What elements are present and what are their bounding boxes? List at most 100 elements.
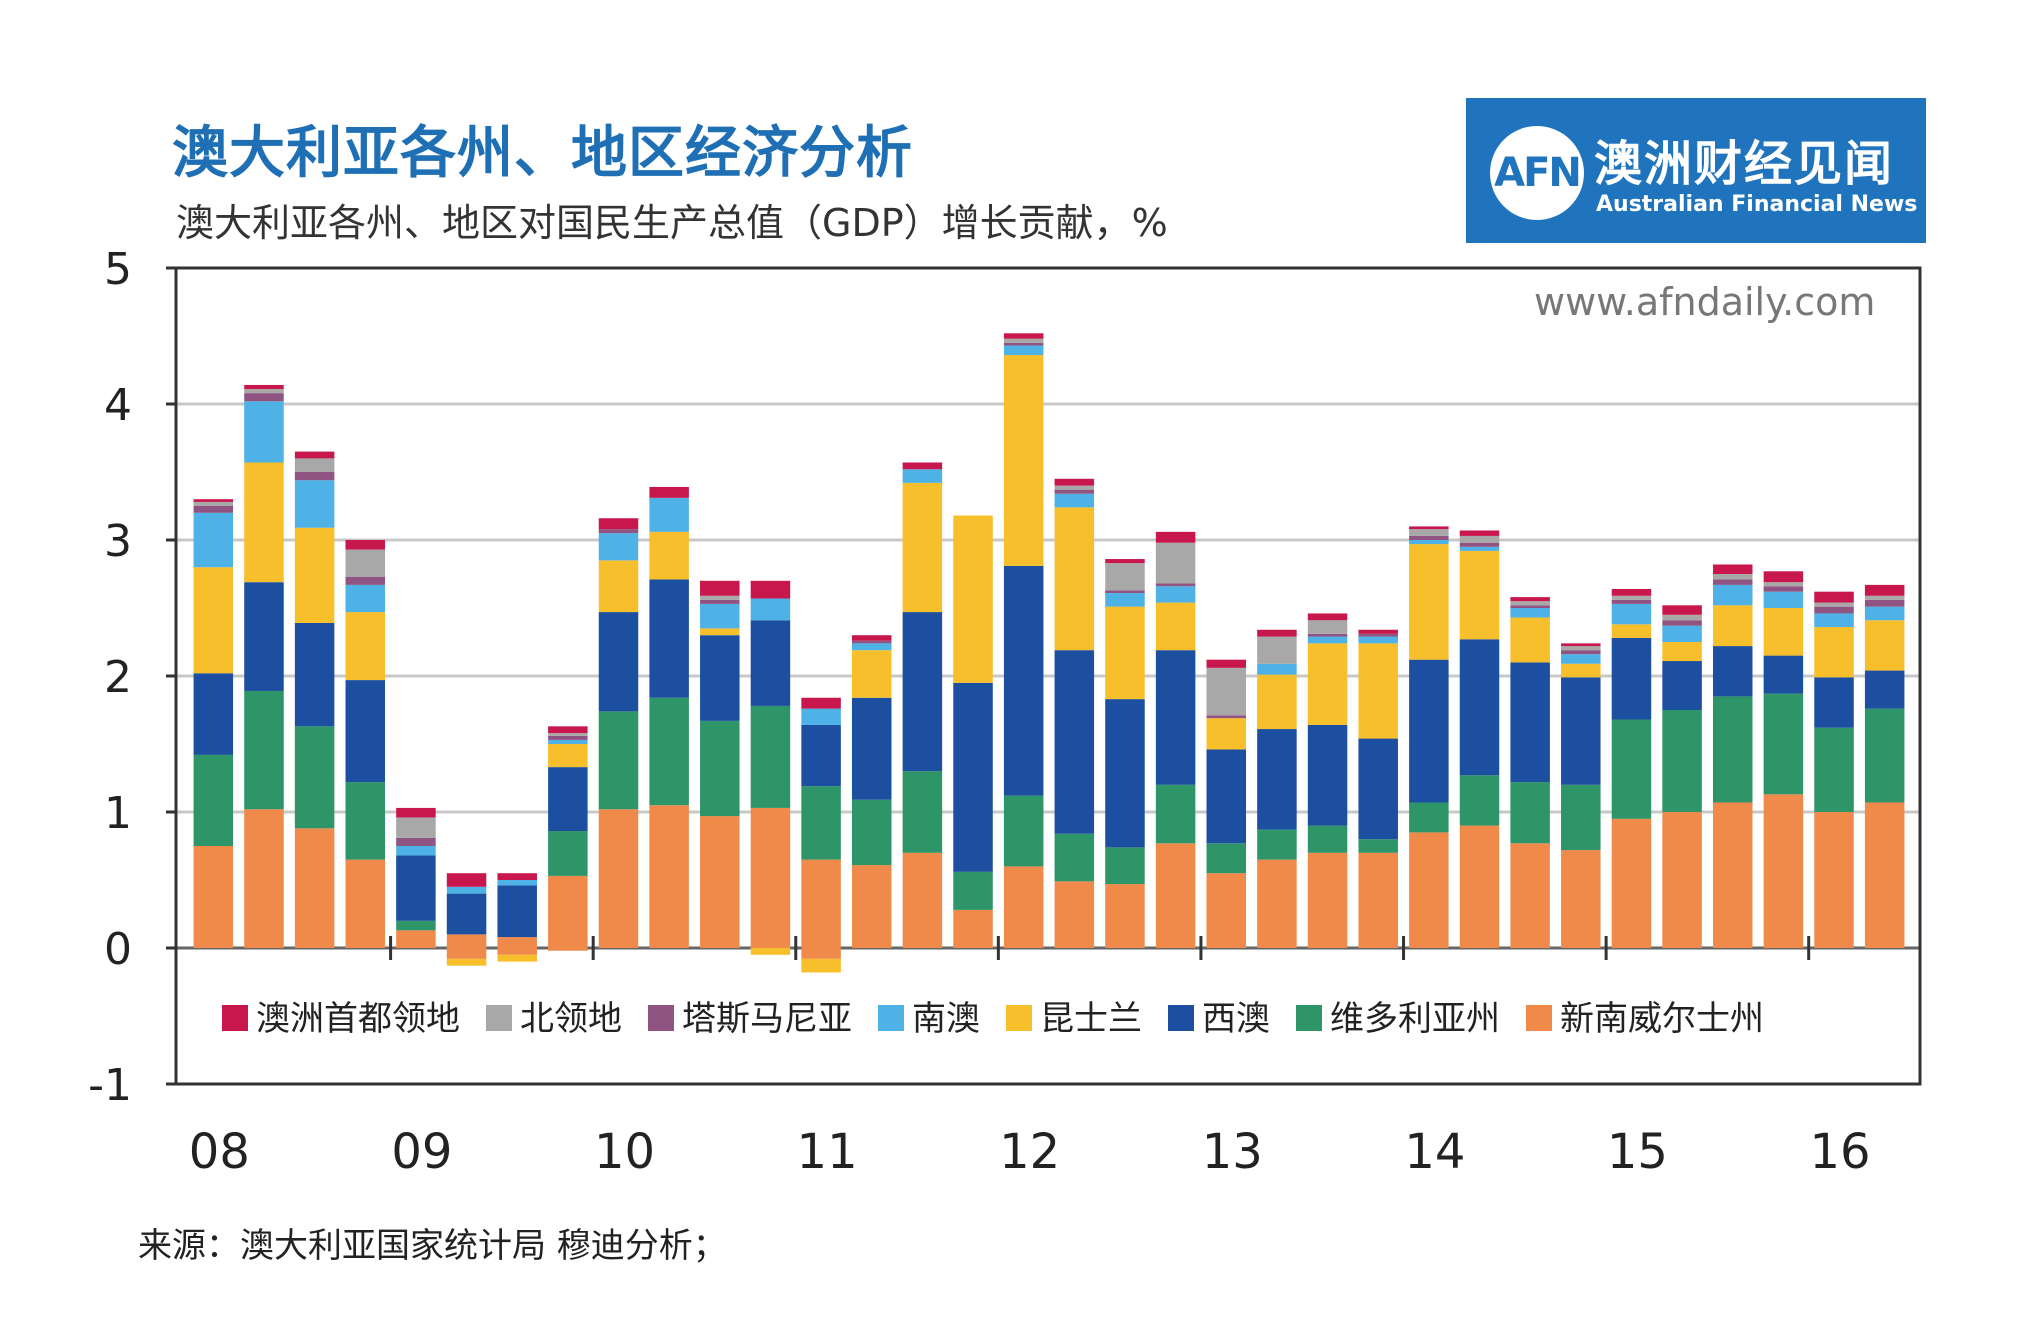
bar-segment bbox=[345, 782, 386, 860]
bar-segment bbox=[1864, 708, 1905, 803]
bar-segment-negative bbox=[446, 958, 487, 966]
bar-segment bbox=[1814, 677, 1854, 728]
bar-segment bbox=[1054, 493, 1095, 508]
bar-segment bbox=[1864, 606, 1905, 621]
bar-segment bbox=[193, 506, 234, 513]
bar-segment bbox=[1358, 629, 1398, 634]
bar-segment bbox=[1510, 605, 1550, 608]
bar-segment bbox=[1864, 670, 1905, 709]
bar-segment bbox=[1763, 586, 1804, 592]
bar-segment-negative bbox=[497, 954, 537, 962]
bar-segment bbox=[396, 920, 436, 931]
legend-label: 西澳 bbox=[1202, 999, 1270, 1039]
bar-segment bbox=[700, 720, 740, 817]
bar-segment bbox=[1155, 650, 1196, 785]
bar-segment bbox=[1459, 550, 1500, 640]
x-tick-label: 12 bbox=[999, 1124, 1060, 1180]
bar-segment bbox=[1307, 852, 1348, 948]
bar-segment bbox=[1155, 531, 1196, 543]
bar-segment bbox=[1662, 661, 1702, 710]
bar-segment bbox=[649, 805, 689, 948]
bar-segment bbox=[1358, 852, 1398, 948]
bar-segment bbox=[1459, 546, 1500, 551]
y-tick-label: 1 bbox=[104, 788, 132, 839]
bar-segment bbox=[1105, 884, 1145, 948]
bar-segment bbox=[1003, 338, 1044, 343]
bar-segment bbox=[1409, 544, 1449, 660]
bar-segment bbox=[801, 724, 841, 787]
bar-segment bbox=[1105, 559, 1145, 564]
bar-segment-negative bbox=[750, 948, 791, 955]
bar-segment bbox=[851, 635, 892, 641]
bar-segment bbox=[598, 711, 639, 810]
bar-segment bbox=[1054, 507, 1095, 651]
bar-segment bbox=[1712, 696, 1753, 803]
bar-segment bbox=[1712, 646, 1753, 697]
bar-segment bbox=[1003, 333, 1044, 339]
bar-segment bbox=[649, 486, 689, 498]
x-tick-label: 09 bbox=[391, 1124, 452, 1180]
bar-segment bbox=[1409, 802, 1449, 833]
bar-segment bbox=[244, 582, 284, 691]
bar-segment bbox=[548, 875, 588, 948]
bar-segment bbox=[1206, 749, 1247, 844]
bar-segment bbox=[294, 458, 335, 472]
bar-segment bbox=[1257, 629, 1297, 637]
bar-segment bbox=[1054, 650, 1095, 834]
bar-segment bbox=[345, 859, 386, 948]
bar-segment bbox=[902, 469, 943, 483]
bar-segment bbox=[548, 739, 588, 744]
bar-segment-negative bbox=[801, 958, 841, 973]
chart-title: 澳大利亚各州、地区经济分析 bbox=[172, 121, 913, 186]
bar-segment bbox=[1054, 881, 1095, 948]
bar-segment bbox=[1307, 633, 1348, 637]
bar-segment bbox=[1814, 812, 1854, 948]
bar-segment bbox=[1257, 674, 1297, 730]
y-tick-label: 2 bbox=[104, 652, 132, 703]
bar-segment bbox=[1459, 825, 1500, 948]
bar-segment bbox=[345, 576, 386, 585]
bar-segment bbox=[1358, 643, 1398, 739]
bar-segment bbox=[1864, 595, 1905, 600]
bar-segment bbox=[294, 622, 335, 727]
bar-segment bbox=[700, 599, 740, 604]
y-tick-label: 4 bbox=[104, 380, 132, 431]
bar-segment bbox=[396, 846, 436, 856]
bar-segment bbox=[1257, 729, 1297, 830]
x-axis-ticks: 08 09 10 11 12 13 14 15 16 bbox=[189, 936, 1871, 1180]
bar-segment bbox=[1561, 643, 1601, 647]
y-axis-ticks: 5 4 3 2 1 0 -1 bbox=[88, 244, 176, 1111]
bar-segment bbox=[902, 482, 943, 613]
bar-segment bbox=[294, 527, 335, 623]
bar-segment bbox=[446, 934, 487, 948]
bar-segment bbox=[244, 690, 284, 810]
bar-segment bbox=[193, 846, 234, 948]
bar-segment bbox=[294, 472, 335, 481]
bar-segment bbox=[1307, 643, 1348, 725]
bar-segment bbox=[750, 705, 791, 808]
bar-segment bbox=[1864, 584, 1905, 596]
bar-segment bbox=[548, 735, 588, 740]
bar-segment bbox=[1864, 620, 1905, 671]
logo-english-name: Australian Financial News bbox=[1596, 192, 1918, 217]
bar-segment bbox=[548, 733, 588, 736]
y-tick-label: -1 bbox=[88, 1060, 132, 1111]
bar-segment bbox=[750, 620, 791, 706]
legend-label: 维多利亚州 bbox=[1330, 999, 1500, 1039]
bar-segment bbox=[1712, 605, 1753, 647]
bar-segment bbox=[294, 828, 335, 948]
bar-segment-negative bbox=[446, 948, 487, 959]
legend-swatch bbox=[1006, 1005, 1032, 1031]
bar-segment bbox=[294, 451, 335, 459]
logo-mark: AFN bbox=[1494, 150, 1582, 196]
bar-segment bbox=[1155, 586, 1196, 603]
bar-segment bbox=[598, 518, 639, 530]
bar-segment bbox=[244, 462, 284, 583]
bar-segment bbox=[1510, 843, 1550, 948]
bar-segment-negative bbox=[801, 948, 841, 959]
bar-segment bbox=[497, 937, 537, 948]
legend-label: 澳洲首都领地 bbox=[256, 999, 460, 1039]
bar-segment bbox=[193, 673, 234, 755]
bar-segment bbox=[1307, 636, 1348, 644]
bar-segment bbox=[193, 501, 234, 506]
